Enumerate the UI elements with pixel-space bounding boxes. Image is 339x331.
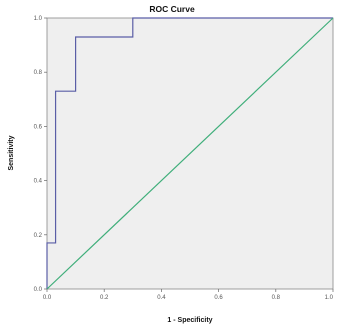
y-tick-label: 0.8 [34, 70, 43, 76]
y-tick-label: 0.2 [34, 233, 43, 239]
series-line-1 [46, 17, 333, 289]
y-tick-label: 0.6 [34, 124, 43, 130]
x-tick-label: 0.8 [272, 295, 281, 301]
x-tick-label: 0.6 [214, 295, 223, 301]
series-layer [46, 17, 334, 290]
x-axis-title: 1 - Specificity [167, 317, 212, 324]
y-axis-title: Sensitivity [8, 135, 15, 170]
x-tick-label: 0.2 [100, 295, 109, 301]
ticks-layer: 0.0 0.2 0.4 0.6 0.8 1.0 0.0 0.2 0.4 0.6 0.8 1.0 [34, 16, 334, 301]
series-line-2 [46, 17, 334, 290]
chart-title: ROC Curve [149, 4, 195, 14]
x-tick-label: 0.0 [43, 295, 52, 301]
x-tick-label: 1.0 [325, 295, 334, 301]
y-tick-label: 0.0 [34, 287, 43, 293]
x-tick-label: 0.4 [157, 295, 166, 301]
y-tick-label: 0.4 [34, 179, 43, 185]
y-tick-label: 1.0 [34, 16, 43, 22]
